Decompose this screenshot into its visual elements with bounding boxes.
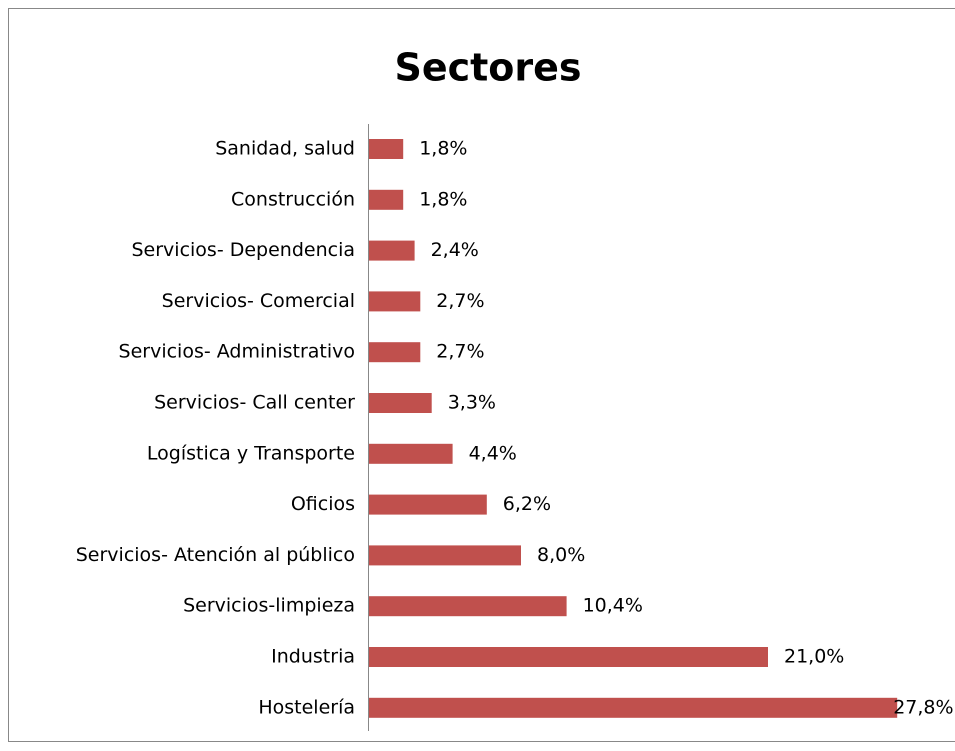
bar — [369, 342, 421, 363]
bar — [369, 240, 415, 261]
value-label: 4,4% — [469, 442, 517, 464]
value-label: 8,0% — [537, 544, 585, 566]
chart-title: Sectores — [394, 46, 581, 90]
bar — [369, 393, 432, 413]
category-label: Servicios-limpieza — [183, 595, 355, 617]
bar — [369, 545, 521, 566]
bar — [369, 697, 898, 718]
bar — [369, 139, 404, 159]
bar — [369, 494, 487, 515]
category-label: Construcción — [231, 188, 355, 210]
category-label: Industria — [271, 646, 355, 668]
value-label: 2,7% — [436, 290, 484, 312]
chart-border — [8, 8, 955, 742]
value-label: 6,2% — [503, 493, 551, 515]
category-label: Servicios- Administrativo — [119, 341, 355, 363]
bar — [369, 596, 567, 617]
category-label: Servicios- Call center — [154, 392, 355, 414]
value-label: 2,7% — [436, 341, 484, 363]
bar — [369, 291, 421, 312]
bar — [369, 443, 453, 464]
value-label: 10,4% — [583, 595, 643, 617]
category-label: Servicios- Dependencia — [131, 239, 355, 261]
value-label: 2,4% — [431, 239, 479, 261]
category-label: Oficios — [291, 493, 355, 515]
category-label: Hostelería — [258, 696, 355, 718]
value-label: 27,8% — [893, 696, 953, 718]
value-label: 1,8% — [419, 188, 467, 210]
value-label: 1,8% — [419, 138, 467, 160]
bar — [369, 647, 768, 667]
value-label: 3,3% — [448, 392, 496, 414]
value-label: 21,0% — [784, 646, 844, 668]
category-label: Logística y Transporte — [147, 442, 355, 464]
category-label: Servicios- Atención al público — [76, 544, 355, 566]
category-label: Servicios- Comercial — [162, 290, 355, 312]
category-label: Sanidad, salud — [215, 138, 355, 160]
bar — [369, 189, 404, 210]
